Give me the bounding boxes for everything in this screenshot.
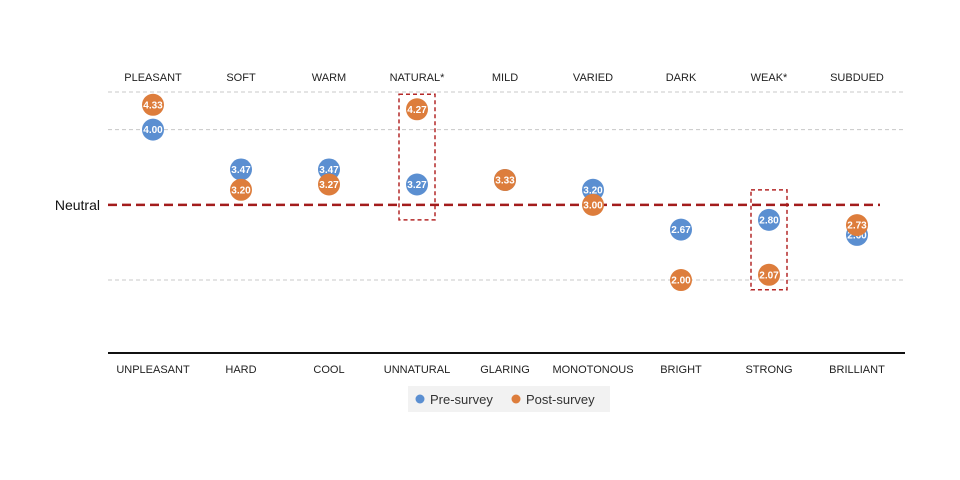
bottom-label-4: GLARING <box>480 364 530 376</box>
top-label-6: DARK <box>666 72 697 84</box>
point-label-s1-0: 4.33 <box>143 100 163 111</box>
point-label-s1-8: 2.73 <box>847 221 867 232</box>
point-s0-1 <box>230 158 252 181</box>
point-label-s0-7: 2.80 <box>759 215 779 226</box>
bottom-label-6: BRIGHT <box>660 364 702 376</box>
point-s1-7 <box>758 263 780 286</box>
point-label-s1-4: 3.33 <box>495 176 515 187</box>
point-label-s0-6: 2.67 <box>671 225 691 236</box>
bottom-label-2: COOL <box>313 364 344 376</box>
point-s1-3 <box>406 98 428 121</box>
point-label-s1-7: 2.07 <box>759 270 779 281</box>
top-category-labels: PLEASANT SOFT WARM NATURAL* MILD VARIED DARK WE… <box>124 72 884 84</box>
point-s1-0 <box>142 93 164 116</box>
point-label-s0-1: 3.47 <box>231 165 251 176</box>
point-label-s1-1: 3.20 <box>231 185 251 196</box>
bottom-label-7: STRONG <box>745 364 792 376</box>
neutral-label: Neutral <box>55 197 100 213</box>
top-label-8: SUBDUED <box>830 72 884 84</box>
point-label-s1-6: 2.00 <box>671 276 691 287</box>
top-label-3: NATURAL* <box>390 72 446 84</box>
top-label-7: WEAK* <box>751 72 788 84</box>
point-s0-5 <box>582 178 604 201</box>
top-label-1: SOFT <box>226 72 256 84</box>
point-label-s1-3: 4.27 <box>407 105 427 116</box>
legend: Pre-survey Post-survey <box>408 386 610 412</box>
point-label-s0-2: 3.47 <box>319 165 339 176</box>
point-s1-1 <box>230 178 252 201</box>
point-label-s0-0: 4.00 <box>143 125 163 136</box>
point-s1-4 <box>494 169 516 192</box>
point-s0-6 <box>670 218 692 241</box>
bottom-category-labels: UNPLEASANT HARD COOL UNNATURAL GLARING MONOTO… <box>116 364 885 376</box>
bottom-label-3: UNNATURAL <box>384 364 450 376</box>
point-label-s0-5: 3.20 <box>583 185 603 196</box>
legend-label-0: Pre-survey <box>430 392 493 407</box>
highlight-boxes <box>398 93 788 291</box>
point-label-s1-2: 3.27 <box>319 180 339 191</box>
top-label-0: PLEASANT <box>124 72 182 84</box>
point-s1-2 <box>318 173 340 196</box>
top-label-4: MILD <box>492 72 518 84</box>
point-label-s0-3: 3.27 <box>407 180 427 191</box>
bottom-label-0: UNPLEASANT <box>116 364 190 376</box>
point-s0-0 <box>142 118 164 141</box>
point-label-s1-5: 3.00 <box>583 200 603 211</box>
point-s0-2 <box>318 158 340 181</box>
point-s0-3 <box>406 173 428 196</box>
point-s0-7 <box>758 208 780 231</box>
highlight-box-0 <box>398 93 436 221</box>
bottom-label-5: MONOTONOUS <box>552 364 633 376</box>
legend-background <box>408 386 610 412</box>
point-s1-8 <box>846 214 868 237</box>
legend-marker-0 <box>415 394 425 404</box>
top-label-2: WARM <box>312 72 346 84</box>
top-label-5: VARIED <box>573 72 613 84</box>
legend-marker-1 <box>511 394 521 404</box>
bottom-label-1: HARD <box>225 364 256 376</box>
bottom-label-8: BRILLIANT <box>829 364 885 376</box>
point-s1-6 <box>670 269 692 292</box>
highlight-box-1 <box>750 189 788 291</box>
point-s1-5 <box>582 193 604 216</box>
legend-label-1: Post-survey <box>526 392 595 407</box>
data-points: 4.003.473.473.273.202.672.802.604.333.20… <box>142 93 868 292</box>
